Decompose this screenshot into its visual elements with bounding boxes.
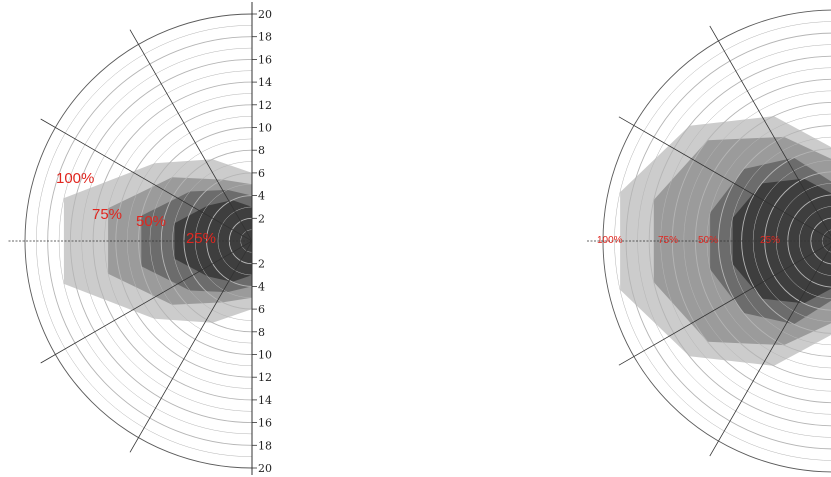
left-scale-label: 8 xyxy=(258,326,265,339)
left-scale-label: 8 xyxy=(258,144,265,157)
left-ring-19 xyxy=(36,25,252,457)
right-spoke-3 xyxy=(618,242,831,366)
left-scale-ticks xyxy=(252,13,257,469)
left-scale-label: 20 xyxy=(258,8,272,21)
left-ring-8 xyxy=(160,149,252,333)
left-zone-50 xyxy=(141,189,252,293)
left-ring-11 xyxy=(126,115,252,367)
left-scale-label: 4 xyxy=(258,190,265,203)
left-ring-20 xyxy=(24,13,252,469)
left-spoke-4 xyxy=(129,240,252,453)
right-ring-12 xyxy=(694,101,831,381)
left-scale-label: 2 xyxy=(258,212,265,225)
left-ring-15 xyxy=(81,70,252,412)
left-label-50: 50% xyxy=(136,213,166,230)
right-ring-9 xyxy=(729,136,831,346)
right-label-50: 50% xyxy=(698,235,718,246)
left-label-100: 100% xyxy=(56,170,94,187)
right-spoke-1 xyxy=(709,25,831,237)
left-zone-100 xyxy=(63,159,252,323)
left-scale-label: 10 xyxy=(258,122,272,135)
right-spoke-0 xyxy=(618,116,831,240)
left-scale-label: 12 xyxy=(258,371,272,384)
left-scale-label: 2 xyxy=(258,258,265,271)
left-scale-label: 18 xyxy=(258,439,272,452)
right-zone-100 xyxy=(620,116,831,366)
left-scale-label: 16 xyxy=(258,53,272,66)
right-spoke-4 xyxy=(709,245,831,457)
right-label-100: 100% xyxy=(597,235,623,246)
right-angle-spokes xyxy=(585,25,831,457)
left-spoke-1 xyxy=(129,29,252,242)
left-label-25: 25% xyxy=(186,230,216,247)
right-ring-3 xyxy=(799,206,831,276)
right-label-25: 25% xyxy=(760,235,780,246)
left-scale-label: 16 xyxy=(258,417,272,430)
right-ring-2 xyxy=(810,217,831,265)
left-ring-7 xyxy=(172,161,252,321)
left-angle-spokes xyxy=(8,29,252,453)
left-scale-label: 18 xyxy=(258,31,272,44)
right-zone-25 xyxy=(732,178,831,304)
left-ring-12 xyxy=(115,104,252,378)
right-ring-16 xyxy=(648,55,831,427)
left-scale-label: 6 xyxy=(258,167,265,180)
left-spoke-0 xyxy=(40,118,252,242)
right-ring-19 xyxy=(614,21,831,461)
left-scale-label: 20 xyxy=(258,462,272,475)
right-ring-13 xyxy=(683,90,831,392)
left-range-scale: 20 18 16 14 12 10 8 6 4 2 2 4 6 8 10 12 14 16 18 20 xyxy=(258,8,272,475)
left-percent-labels: 100% 75% 50% 25% xyxy=(56,170,216,247)
left-scale-label: 4 xyxy=(258,280,265,293)
right-label-75: 75% xyxy=(658,235,678,246)
left-spoke-3 xyxy=(40,240,252,364)
left-label-75: 75% xyxy=(92,206,122,223)
right-percent-labels: 100% 75% 50% 25% xyxy=(597,235,780,246)
right-ring-6 xyxy=(764,171,831,311)
left-ring-3 xyxy=(217,206,252,276)
left-ring-4 xyxy=(206,195,252,287)
left-scale-label: 10 xyxy=(258,349,272,362)
left-scale-label: 14 xyxy=(258,76,272,89)
left-scale-label: 12 xyxy=(258,99,272,112)
left-scale-label: 14 xyxy=(258,394,272,407)
right-polar-chart xyxy=(585,9,831,473)
left-scale-label: 6 xyxy=(258,303,265,316)
left-ring-16 xyxy=(70,59,252,423)
right-coverage-zones xyxy=(620,116,831,366)
left-polar-chart xyxy=(8,13,252,469)
